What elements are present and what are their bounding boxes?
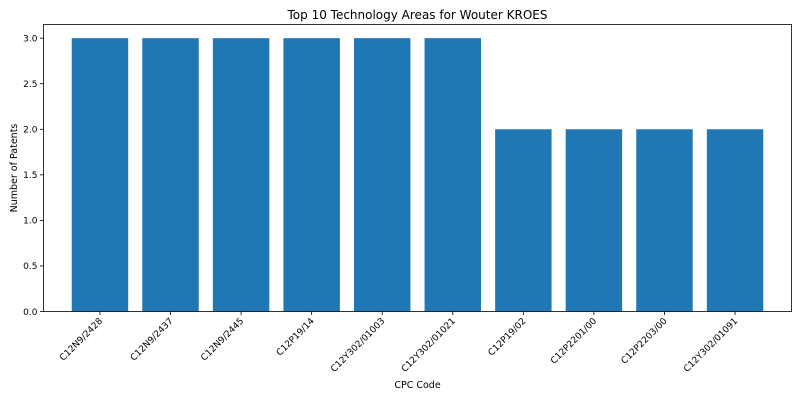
y-tick-label: 3.0	[23, 34, 38, 44]
x-tick-label: C12N9/2428	[58, 316, 105, 363]
x-tick-label: C12N9/2445	[199, 317, 246, 364]
bar	[566, 129, 622, 311]
x-axis: C12N9/2428 C12N9/2437 C12N9/2445 C12P19/14 C…	[58, 312, 740, 375]
y-tick-label: 1.0	[23, 217, 38, 227]
y-tick-label: 2.5	[23, 80, 37, 90]
bar	[213, 38, 269, 311]
y-tick-label: 0.5	[23, 262, 37, 272]
chart-title: Top 10 Technology Areas for Wouter KROES	[287, 8, 548, 22]
x-tick-label: C12P19/14	[275, 316, 317, 358]
bar	[636, 129, 692, 311]
bar	[283, 38, 339, 311]
bars-group	[72, 38, 764, 311]
bar	[425, 38, 481, 311]
x-tick-label: C12Y302/01021	[400, 317, 458, 375]
x-axis-label: CPC Code	[394, 380, 440, 391]
x-tick-label: C12P2201/00	[549, 316, 599, 366]
y-axis: 0.0 0.5 1.0 1.5 2.0 2.5 3.0	[23, 34, 43, 317]
x-tick-label: C12N9/2437	[129, 317, 176, 364]
bar	[707, 129, 763, 311]
y-axis-label: Number of Patents	[9, 124, 20, 213]
y-tick-label: 0.0	[23, 308, 38, 318]
x-tick-label: C12P2203/00	[620, 316, 670, 366]
x-tick-label: C12P19/02	[487, 317, 529, 359]
y-tick-label: 1.5	[23, 171, 37, 181]
bar	[142, 38, 198, 311]
bar	[72, 38, 128, 311]
bar	[354, 38, 410, 311]
x-tick-label: C12Y302/01003	[329, 317, 387, 375]
bar	[495, 129, 551, 311]
x-tick-label: C12Y302/01091	[682, 317, 740, 375]
y-tick-label: 2.0	[23, 126, 38, 136]
